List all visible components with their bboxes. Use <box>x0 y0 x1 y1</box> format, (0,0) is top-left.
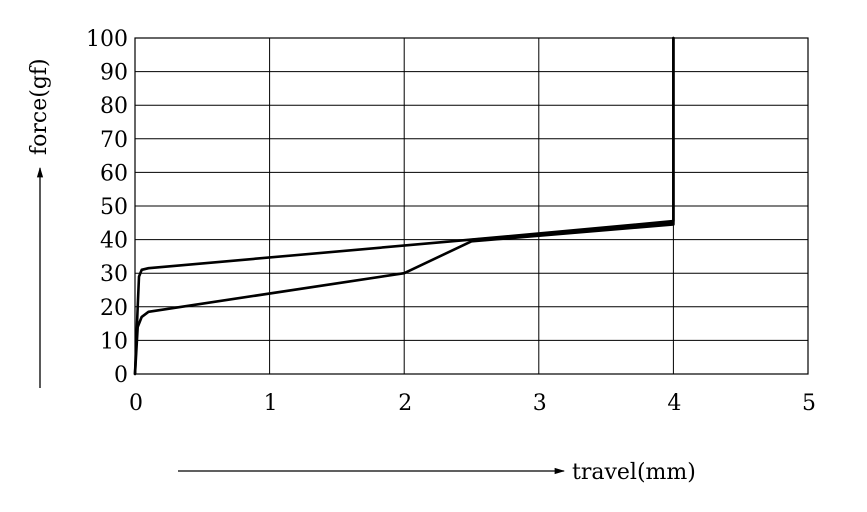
x-tick-label: 3 <box>533 391 547 416</box>
x-tick-label: 5 <box>802 391 816 416</box>
x-tick-label: 4 <box>667 391 681 416</box>
y-tick-label: 60 <box>100 161 128 186</box>
series-line-3 <box>470 221 675 241</box>
x-tick-label: 1 <box>264 391 278 416</box>
x-tick-label: 0 <box>129 391 143 416</box>
y-tick-label: 50 <box>100 195 128 220</box>
y-tick-label: 30 <box>100 262 128 287</box>
y-tick-label: 10 <box>100 329 128 354</box>
y-tick-label: 40 <box>100 229 128 254</box>
y-tick-label: 20 <box>100 296 128 321</box>
y-tick-labels: 0 10 20 30 40 50 60 70 80 90 100 <box>86 27 128 388</box>
y-tick-label: 90 <box>100 61 128 86</box>
y-axis-title: force(gf) <box>27 58 52 155</box>
y-tick-label: 70 <box>100 128 128 153</box>
grid <box>134 37 809 375</box>
x-tick-labels: 0 1 2 3 4 5 <box>129 391 816 416</box>
plot-frame <box>134 37 809 375</box>
y-tick-label: 100 <box>86 27 128 52</box>
y-tick-label: 0 <box>114 363 128 388</box>
series-group <box>133 36 675 376</box>
series-line-1 <box>133 36 675 376</box>
x-axis-title: travel(mm) <box>572 460 696 485</box>
x-tick-label: 2 <box>398 391 412 416</box>
series-line-2 <box>133 36 675 376</box>
y-tick-label: 80 <box>100 94 128 119</box>
